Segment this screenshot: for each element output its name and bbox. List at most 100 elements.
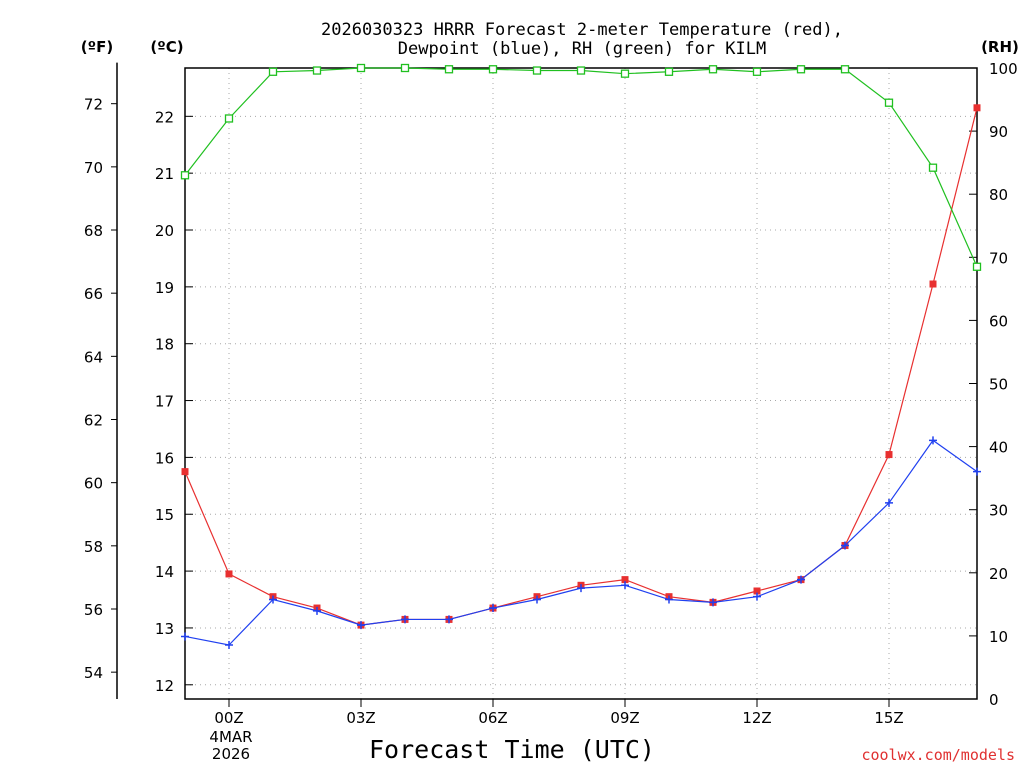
rh-point	[708, 65, 718, 74]
rh-point	[268, 67, 278, 76]
fahrenheit-unit-label: (ºF)	[81, 38, 113, 56]
rh-tick-label: 50	[989, 376, 1008, 394]
temperature-point	[885, 451, 893, 459]
credit-text: coolwx.com/models	[861, 746, 1015, 764]
celsius-tick-label: 12	[155, 677, 174, 695]
rh-point	[796, 65, 806, 74]
fahrenheit-tick-label: 72	[84, 96, 103, 114]
rh-point	[180, 171, 190, 180]
fahrenheit-tick-label: 62	[84, 412, 103, 430]
dewpoint-line	[184, 439, 978, 646]
dewpoint-point	[181, 632, 189, 641]
rh-point	[840, 65, 850, 74]
dewpoint-point	[841, 541, 849, 550]
temperature-point	[753, 587, 761, 595]
x-axis-title: Forecast Time (UTC)	[369, 735, 655, 764]
date-label-year: 2026	[212, 745, 250, 763]
temperature-point	[929, 280, 937, 288]
celsius-tick-label: 19	[155, 279, 174, 297]
dewpoint-point	[269, 595, 277, 604]
rh-line	[184, 67, 978, 268]
celsius-tick-label: 20	[155, 222, 174, 240]
rh-tick-label: 20	[989, 565, 1008, 583]
rh-tick-label: 80	[989, 186, 1008, 204]
dewpoint-point	[665, 595, 673, 604]
temperature-point	[621, 576, 629, 584]
dewpoint-point	[621, 581, 629, 590]
rh-point	[664, 67, 674, 76]
x-tick-label: 00Z	[214, 709, 243, 727]
rh-point	[884, 98, 894, 107]
dewpoint-point	[445, 615, 453, 624]
rh-tick-label: 10	[989, 628, 1008, 646]
fahrenheit-tick-label: 58	[84, 538, 103, 556]
temperature-point	[225, 570, 233, 578]
rh-point	[356, 63, 366, 73]
dewpoint-point	[885, 498, 893, 507]
rh-tick-label: 30	[989, 502, 1008, 520]
fahrenheit-tick-label: 56	[84, 601, 103, 619]
x-tick-label: 15Z	[874, 709, 903, 727]
fahrenheit-tick-label: 68	[84, 222, 103, 240]
series-group	[180, 63, 982, 649]
celsius-tick-label: 18	[155, 336, 174, 354]
x-tick-label: 03Z	[346, 709, 375, 727]
rh-tick-label: 90	[989, 123, 1008, 141]
x-tick-label: 12Z	[742, 709, 771, 727]
celsius-tick-label: 15	[155, 506, 174, 524]
chart-title: 2026030323 HRRR Forecast 2-meter Tempera…	[321, 20, 843, 40]
rh-tick-label: 70	[989, 249, 1008, 267]
rh-point	[444, 65, 454, 74]
rh-point	[576, 66, 586, 75]
dewpoint-point	[709, 598, 717, 607]
celsius-tick-label: 22	[155, 108, 174, 126]
dewpoint-point	[225, 640, 233, 649]
rh-point	[928, 163, 938, 172]
celsius-tick-label: 14	[155, 563, 174, 581]
dewpoint-point	[401, 615, 409, 624]
dewpoint-point	[357, 621, 365, 630]
rh-series	[180, 63, 982, 271]
rh-tick-label: 0	[989, 691, 999, 709]
temperature-point	[973, 104, 981, 112]
rh-point	[620, 69, 630, 78]
fahrenheit-tick-label: 64	[84, 348, 103, 366]
dewpoint-point	[313, 606, 321, 615]
axes: 00Z 03Z 06Z 09Z 12Z 15Z 12 13 14 15 16 17 18 19 20 21 22…	[84, 60, 1018, 727]
dewpoint-point	[753, 592, 761, 601]
temperature-point	[181, 468, 189, 476]
rh-point	[400, 63, 410, 73]
rh-tick-label: 40	[989, 439, 1008, 457]
rh-point	[752, 67, 762, 76]
celsius-unit-label: (ºC)	[150, 38, 183, 56]
rh-unit-label: (RH)	[981, 38, 1019, 56]
celsius-tick-label: 17	[155, 393, 174, 411]
rh-point	[224, 114, 234, 123]
date-label-month: 4MAR	[209, 728, 252, 746]
rh-point	[972, 262, 982, 271]
celsius-tick-label: 16	[155, 449, 174, 467]
chart-subtitle: Dewpoint (blue), RH (green) for KILM	[398, 39, 766, 59]
dewpoint-point	[973, 467, 981, 476]
fahrenheit-tick-label: 60	[84, 475, 103, 493]
rh-point	[312, 66, 322, 75]
dewpoint-series	[181, 436, 981, 649]
fahrenheit-tick-label: 54	[84, 664, 103, 682]
rh-point	[532, 66, 542, 75]
dewpoint-point	[489, 604, 497, 613]
dewpoint-point	[577, 584, 585, 593]
x-tick-label: 06Z	[478, 709, 507, 727]
temperature-line	[184, 107, 978, 626]
temperature-series	[181, 104, 981, 629]
x-tick-label: 09Z	[610, 709, 639, 727]
rh-point	[488, 65, 498, 74]
fahrenheit-tick-label: 66	[84, 285, 103, 303]
dewpoint-point	[797, 575, 805, 584]
rh-tick-label: 60	[989, 312, 1008, 330]
gridlines	[185, 68, 977, 699]
celsius-tick-label: 13	[155, 620, 174, 638]
dewpoint-point	[929, 436, 937, 445]
fahrenheit-tick-label: 70	[84, 159, 103, 177]
celsius-tick-label: 21	[155, 165, 174, 183]
